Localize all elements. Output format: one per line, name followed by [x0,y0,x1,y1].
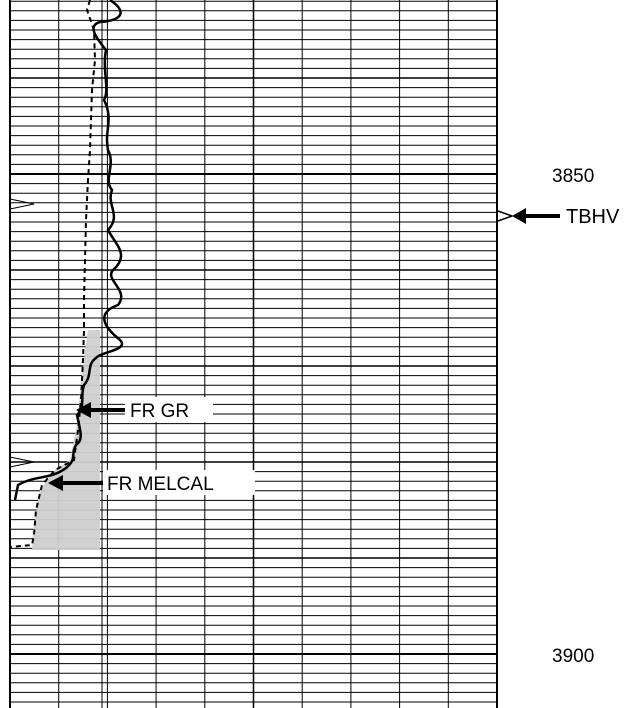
callout-fr-melcal: FR MELCAL [48,470,255,495]
grid-vertical-lines [58,0,449,708]
marker-tick-icon [497,210,515,222]
small-flag-upper [9,198,35,210]
callout-fr-gr: FR GR [76,397,213,422]
depth-label-3850: 3850 [552,166,594,187]
depth-label-3900: 3900 [552,646,594,667]
small-flag-lower [9,456,35,468]
marker-tbhv: TBHV [497,206,620,228]
shaded-area [32,330,100,550]
marker-arrow-head-icon [512,208,526,224]
solid-curve [13,0,124,501]
callout-label-fr-gr: FR GR [130,401,189,422]
callout-arrow-head-icon [76,402,91,418]
callout-label-fr-melcal: FR MELCAL [107,474,214,495]
callout-arrow-head-icon [48,475,63,491]
dashed-curve [9,0,97,548]
callout-label-box [125,397,213,422]
callout-label-box [103,470,255,495]
marker-label-tbhv: TBHV [566,206,620,228]
